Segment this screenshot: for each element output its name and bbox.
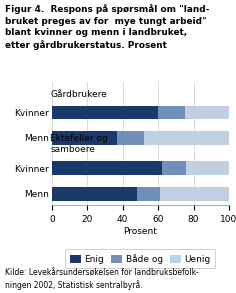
Text: Kilde: Levekårsundersøkelsen for landbruksbefolk-
ningen 2002, Statistisk sentra: Kilde: Levekårsundersøkelsen for landbru…: [5, 269, 199, 290]
Bar: [118, 131, 144, 145]
Text: Gårdbrukere: Gårdbrukere: [50, 90, 107, 99]
Bar: [144, 131, 229, 145]
Bar: [162, 161, 186, 175]
Bar: [52, 131, 118, 145]
Text: Ektefeller og
samboere: Ektefeller og samboere: [50, 134, 108, 154]
Legend: Enig, Både og, Uenig: Enig, Både og, Uenig: [65, 249, 215, 268]
Bar: [158, 105, 185, 120]
Bar: [185, 105, 229, 120]
Bar: [52, 105, 158, 120]
Bar: [137, 187, 160, 201]
Bar: [52, 161, 162, 175]
Bar: [52, 187, 137, 201]
Text: Figur 4.  Respons på spørsmål om "land-
bruket preges av for  mye tungt arbeid"
: Figur 4. Respons på spørsmål om "land- b…: [5, 4, 209, 50]
X-axis label: Prosent: Prosent: [123, 226, 157, 236]
Bar: [160, 187, 229, 201]
Bar: [186, 161, 229, 175]
